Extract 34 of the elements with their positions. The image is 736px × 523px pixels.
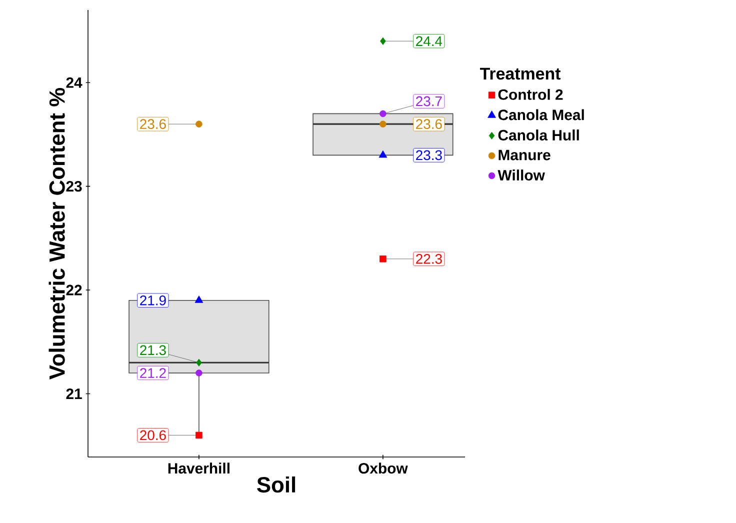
data-label: 21.2 xyxy=(140,368,166,378)
point xyxy=(196,358,202,366)
y-tick-label: 22 xyxy=(66,284,82,296)
y-tick-label: 24 xyxy=(66,77,82,88)
legend-label: Willow xyxy=(498,170,545,181)
data-label: 23.6 xyxy=(140,119,166,130)
x-axis-title: Soil xyxy=(257,476,296,493)
point xyxy=(194,296,204,303)
legend-label: Manure xyxy=(498,150,550,160)
data-label: 21.9 xyxy=(140,295,166,306)
y-axis-title: Volumetric Water Content % xyxy=(48,88,65,380)
y-tick-label: 21 xyxy=(66,388,82,399)
x-tick-label: Oxbow xyxy=(358,462,408,474)
point xyxy=(196,120,202,128)
x-tick-label: Haverhill xyxy=(168,462,230,474)
data-label: 22.3 xyxy=(416,254,442,264)
data-label: 24.4 xyxy=(416,36,442,46)
legend-label: Control 2 xyxy=(498,88,563,100)
data-label: 23.7 xyxy=(416,96,442,106)
data-label: 20.6 xyxy=(140,430,166,440)
point xyxy=(378,150,388,158)
point xyxy=(380,37,386,45)
point xyxy=(380,110,386,118)
legend-title: Treatment xyxy=(480,68,561,80)
y-tick-label: 23 xyxy=(66,181,82,192)
point xyxy=(380,256,386,262)
data-label: 21.3 xyxy=(140,345,166,356)
point xyxy=(196,432,202,439)
legend-label: Canola Hull xyxy=(498,130,579,140)
data-label: 23.6 xyxy=(416,119,442,130)
point xyxy=(380,120,386,128)
point xyxy=(196,370,202,376)
legend-label: Canola Meal xyxy=(498,109,584,120)
data-label: 23.3 xyxy=(416,150,442,160)
